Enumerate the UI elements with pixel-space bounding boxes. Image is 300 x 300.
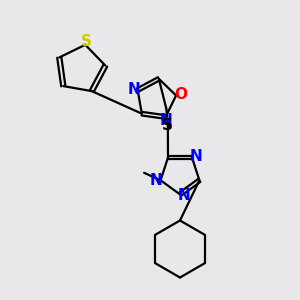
Text: N: N [178,188,190,203]
Text: S: S [161,118,172,133]
Text: S: S [81,34,92,49]
Text: N: N [150,173,163,188]
Text: O: O [174,87,187,102]
Text: N: N [128,82,140,97]
Text: N: N [190,149,203,164]
Text: N: N [160,113,173,128]
